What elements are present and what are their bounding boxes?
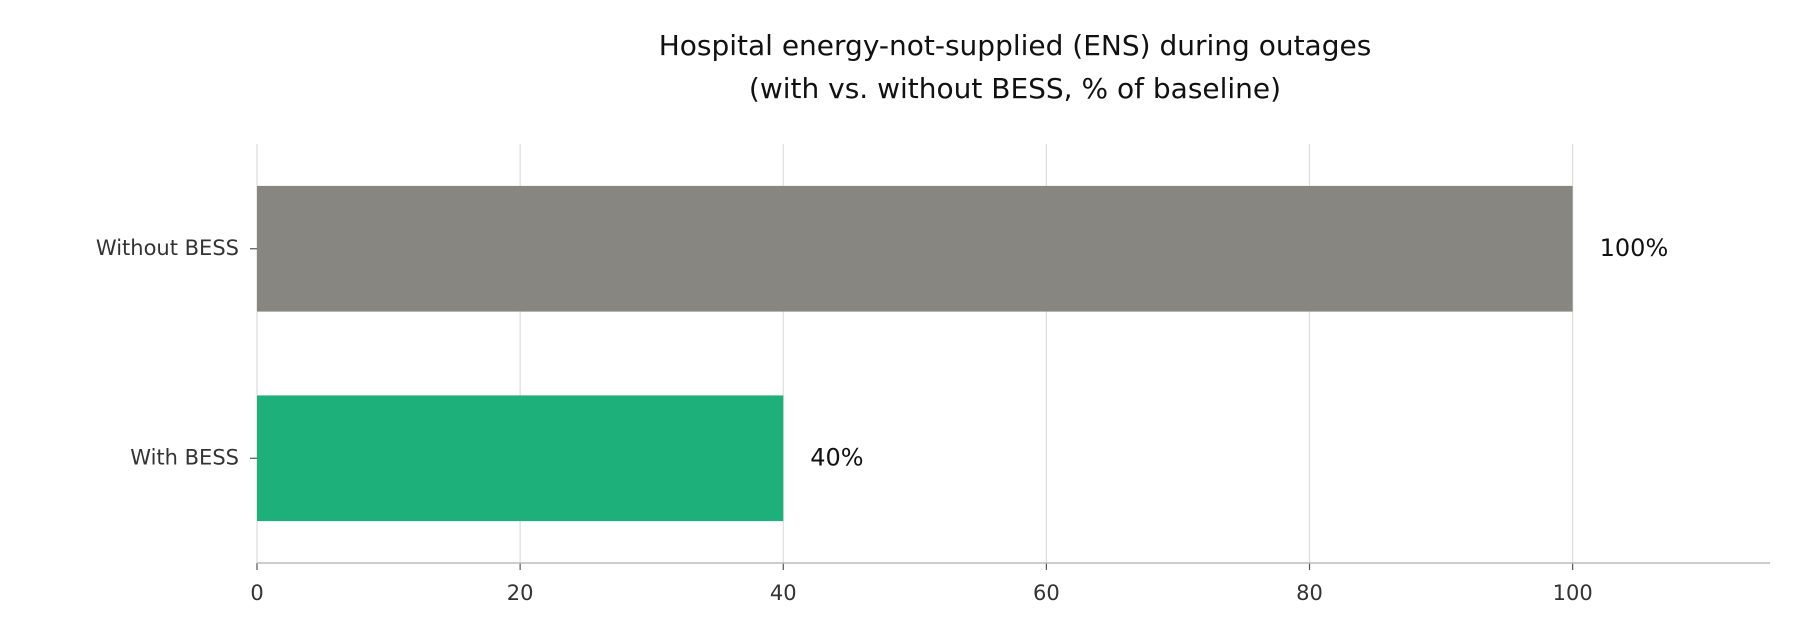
value-label: 100% xyxy=(1600,234,1669,262)
bar xyxy=(257,395,784,522)
x-tick-label: 0 xyxy=(250,581,263,605)
chart-title: (with vs. without BESS, % of baseline) xyxy=(749,72,1281,105)
bar xyxy=(257,185,1573,312)
x-tick-label: 40 xyxy=(770,581,797,605)
value-label: 40% xyxy=(810,443,863,471)
x-tick-label: 100 xyxy=(1553,581,1593,605)
y-tick-label: With BESS xyxy=(130,445,239,469)
x-tick-label: 20 xyxy=(507,581,534,605)
y-tick-label: Without BESS xyxy=(96,236,239,260)
x-tick-label: 80 xyxy=(1296,581,1323,605)
x-tick-label: 60 xyxy=(1033,581,1060,605)
chart-title: Hospital energy-not-supplied (ENS) durin… xyxy=(659,29,1372,62)
